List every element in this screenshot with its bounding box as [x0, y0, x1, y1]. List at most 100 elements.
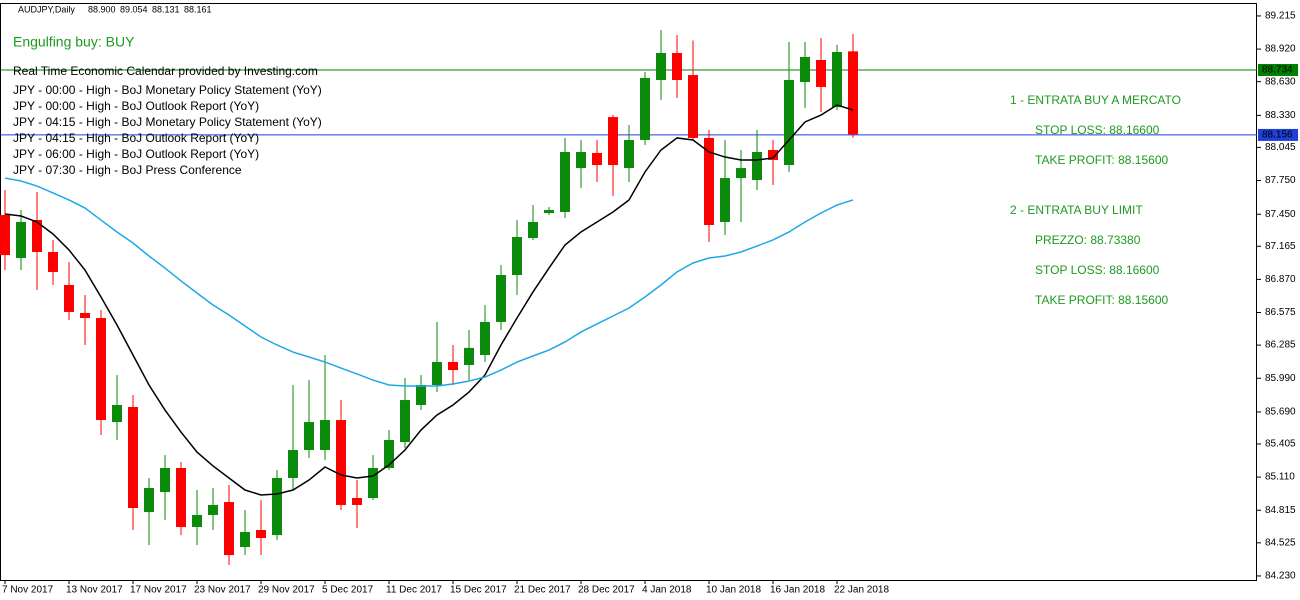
candle-body: [752, 151, 762, 181]
candle-body: [832, 52, 842, 108]
trade-note: 1 - ENTRATA BUY A MERCATO: [1010, 93, 1181, 107]
plot-frame: [0, 3, 1257, 581]
header-quote: 88.131: [152, 4, 180, 14]
header-quote: 88.900: [88, 4, 116, 14]
x-tick-label: 15 Dec 2017: [450, 585, 507, 596]
candle-body: [160, 467, 170, 493]
candle-body: [720, 178, 730, 222]
candle-body: [848, 51, 858, 135]
candle-body: [480, 321, 490, 355]
x-tick-label: 21 Dec 2017: [514, 585, 571, 596]
candle-body: [64, 285, 74, 312]
x-tick-label: 29 Nov 2017: [258, 585, 315, 596]
moving-average: [4, 177, 854, 387]
candle-body: [528, 221, 538, 239]
candle-body: [496, 275, 506, 322]
candle-body: [576, 151, 586, 169]
y-tick-label: 86.575: [1265, 307, 1296, 318]
moving-average: [4, 104, 854, 496]
calendar-item: JPY - 04:15 - High - BoJ Monetary Policy…: [13, 115, 322, 129]
y-tick-label: 87.165: [1265, 241, 1296, 252]
candle-body: [672, 53, 682, 80]
candle-body: [768, 149, 778, 160]
price-tag: [1258, 63, 1298, 76]
y-tick-label: 88.045: [1265, 142, 1296, 153]
candle-body: [464, 347, 474, 365]
candle-body: [592, 153, 602, 166]
x-tick-label: 13 Nov 2017: [66, 585, 123, 596]
candle-body: [240, 532, 250, 547]
x-tick-label: 28 Dec 2017: [578, 585, 635, 596]
x-tick-label: 5 Dec 2017: [322, 585, 374, 596]
x-tick-label: 17 Nov 2017: [130, 585, 187, 596]
y-tick-label: 84.230: [1265, 571, 1296, 582]
candle-body: [304, 422, 314, 451]
trade-note: PREZZO: 88.73380: [1035, 233, 1141, 247]
x-tick-label: 7 Nov 2017: [2, 585, 54, 596]
candle-body: [224, 502, 234, 556]
candle-body: [800, 56, 810, 83]
candle-body: [336, 420, 346, 505]
calendar-item: JPY - 00:00 - High - BoJ Outlook Report …: [13, 99, 259, 113]
y-tick-label: 86.285: [1265, 340, 1296, 351]
candle-body: [288, 450, 298, 478]
candle-body: [816, 59, 826, 87]
candle-body: [448, 361, 458, 371]
x-tick-label: 4 Jan 2018: [642, 585, 692, 596]
header-quote: 88.161: [184, 4, 212, 14]
candle-body: [512, 237, 522, 276]
candle-body: [128, 406, 138, 508]
y-tick-label: 87.750: [1265, 175, 1296, 186]
calendar-item: JPY - 00:00 - High - BoJ Monetary Policy…: [13, 83, 322, 97]
candle-body: [272, 477, 282, 536]
y-tick-label: 86.870: [1265, 274, 1296, 285]
x-tick-label: 23 Nov 2017: [194, 585, 251, 596]
candle-body: [176, 467, 186, 527]
candle-body: [544, 209, 554, 213]
candle-body: [384, 440, 394, 468]
x-tick-label: 10 Jan 2018: [706, 585, 761, 596]
x-tick-label: 16 Jan 2018: [770, 585, 825, 596]
calendar-item: JPY - 06:00 - High - BoJ Outlook Report …: [13, 147, 259, 161]
price-tag: [1258, 128, 1298, 141]
candle-body: [0, 215, 10, 256]
candle-body: [208, 504, 218, 515]
candle-body: [736, 168, 746, 179]
candle-body: [624, 139, 634, 169]
candle-body: [704, 137, 714, 226]
y-tick-label: 84.815: [1265, 505, 1296, 516]
y-tick-label: 88.630: [1265, 76, 1296, 87]
price-tag-label: 88.156: [1262, 130, 1293, 141]
candle-body: [192, 514, 202, 527]
header-quote: 89.054: [120, 4, 148, 14]
y-tick-label: 89.215: [1265, 11, 1296, 22]
candle-body: [16, 221, 26, 259]
calendar-title: Real Time Economic Calendar provided by …: [13, 64, 318, 78]
signal: Engulfing buy: BUY: [13, 34, 135, 50]
y-tick-label: 84.525: [1265, 537, 1296, 548]
trade-note: TAKE PROFIT: 88.15600: [1035, 293, 1168, 307]
y-tick-label: 87.450: [1265, 209, 1296, 220]
candle-body: [32, 219, 42, 252]
header: AUDJPY,Daily: [18, 4, 75, 14]
y-tick-label: 85.990: [1265, 373, 1296, 384]
candle-body: [400, 400, 410, 443]
candle-body: [112, 404, 122, 423]
candle-body: [368, 467, 378, 498]
calendar-item: JPY - 07:30 - High - BoJ Press Conferenc…: [13, 163, 242, 177]
trade-note: 2 - ENTRATA BUY LIMIT: [1010, 203, 1143, 217]
candle-body: [256, 530, 266, 538]
candle-body: [560, 151, 570, 212]
x-tick-label: 11 Dec 2017: [386, 585, 442, 596]
y-tick-label: 88.330: [1265, 110, 1296, 121]
y-tick-label: 85.110: [1265, 472, 1295, 483]
calendar-item: JPY - 04:15 - High - BoJ Outlook Report …: [13, 131, 259, 145]
y-tick-label: 85.690: [1265, 407, 1296, 418]
candle-body: [144, 487, 154, 513]
candle-body: [416, 384, 426, 405]
y-tick-label: 88.920: [1265, 44, 1296, 55]
candle-body: [432, 361, 442, 385]
candle-body: [352, 497, 362, 505]
